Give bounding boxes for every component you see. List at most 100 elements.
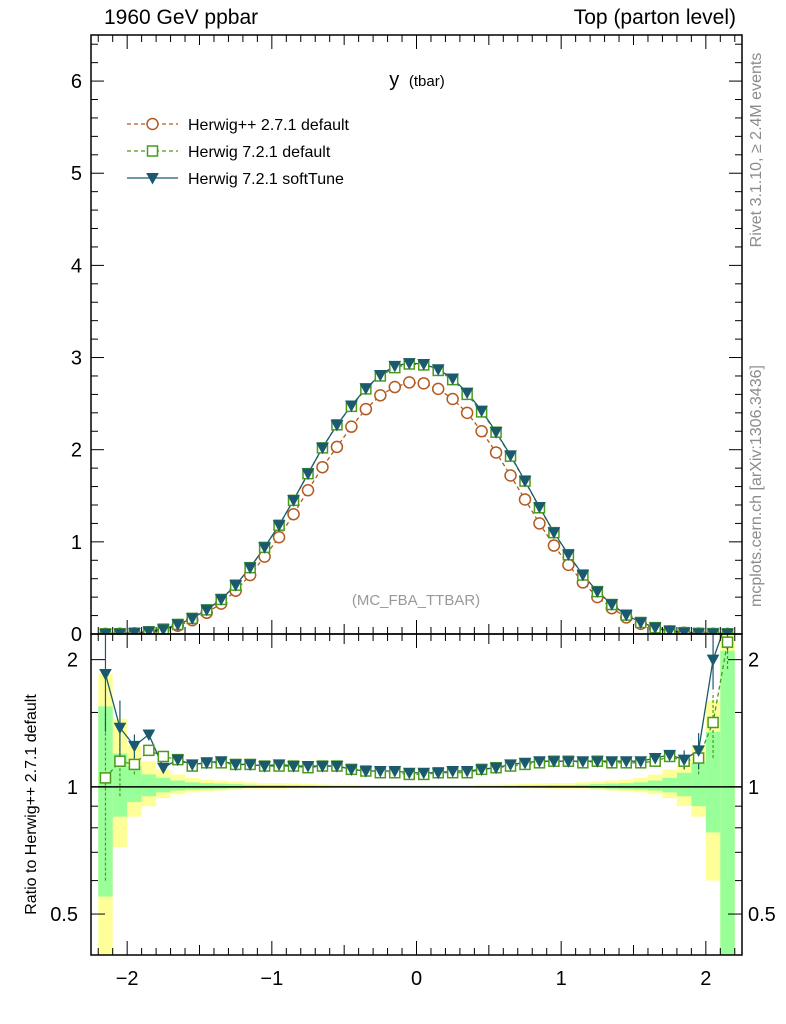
band-green (170, 780, 186, 791)
data-point (287, 495, 300, 507)
x-tick-label: −1 (260, 968, 283, 990)
band-green (676, 772, 692, 797)
ratio-bands (98, 634, 735, 955)
data-point (272, 520, 286, 532)
data-point (229, 580, 243, 592)
legend-marker (146, 117, 159, 131)
ratio-point (663, 749, 677, 762)
ratio-y-axis-label: Ratio to Herwig++ 2.7.1 default (23, 694, 40, 915)
data-point (547, 527, 561, 539)
data-point (533, 517, 546, 530)
legend-marker (146, 173, 159, 185)
ratio-point (504, 759, 517, 771)
ratio-point (707, 716, 719, 729)
band-green (720, 650, 735, 955)
y-tick-label: 3 (71, 348, 82, 370)
data-point (345, 400, 358, 413)
header-right: Top (parton level) (573, 6, 736, 29)
ratio-point (99, 668, 112, 681)
axes: 0 1 2 3 4 5 6 −2 −1 0 1 2 0.5 0.5 1 1 2 2 Ratio to Herwig+… (23, 34, 776, 990)
data-point (663, 625, 677, 634)
legend-marker (146, 145, 159, 157)
data-point (316, 460, 329, 474)
ratio-point (518, 757, 532, 770)
ratio-point (475, 764, 488, 776)
data-point (301, 483, 315, 497)
data-point (359, 402, 373, 416)
ratio-point (562, 756, 575, 768)
ratio-point (114, 755, 126, 767)
ratio-point (258, 761, 271, 773)
ratio-point (345, 764, 358, 776)
y-tick-label: 5 (71, 163, 82, 185)
data-point (547, 539, 561, 552)
ratio-point (157, 750, 170, 763)
data-point (316, 442, 329, 455)
band-green (647, 780, 663, 791)
x-tick-label: 0 (411, 968, 422, 990)
data-point (533, 502, 546, 514)
ratio-point (287, 761, 300, 773)
data-point (417, 358, 431, 371)
ratio-y-tick-label: 2 (67, 650, 78, 672)
ratio-point (388, 766, 402, 778)
ratio-point (446, 766, 460, 778)
ratio-point (272, 759, 286, 771)
data-point (504, 450, 517, 462)
ratio-point (576, 756, 590, 768)
ratio-point (128, 758, 141, 771)
plot-title: y (tbar) (389, 69, 444, 91)
data-point (475, 405, 488, 418)
ratio-point (692, 745, 705, 757)
main-plot: y (tbar) (MC_FBA_TTBAR) (99, 69, 734, 634)
ratio-y-tick-label-right: 0.5 (748, 904, 776, 926)
legend-label: Herwig++ 2.7.1 default (188, 117, 350, 134)
ratio-series (99, 634, 734, 881)
ratio-point (143, 744, 155, 757)
x-tick-label: 2 (700, 968, 711, 990)
y-tick-label: 2 (71, 440, 82, 462)
data-point (446, 373, 460, 386)
legend-label: Herwig 7.2.1 softTune (188, 171, 344, 188)
ratio-point (214, 756, 228, 768)
ratio-point (619, 756, 633, 768)
data-point (388, 380, 402, 394)
ratio-point (330, 761, 344, 773)
ratio-point (113, 722, 127, 735)
data-point (156, 624, 170, 634)
ratio-point (316, 761, 329, 773)
ratio-point (99, 772, 112, 784)
ratio-y-tick-label-right: 1 (748, 777, 759, 799)
ratio-point (533, 756, 546, 768)
ratio-line-0 (104, 642, 729, 779)
data-point (518, 493, 532, 506)
header-left: 1960 GeV ppbar (104, 6, 259, 29)
data-point (402, 358, 416, 370)
data-point (504, 469, 517, 482)
ratio-point (142, 729, 156, 742)
data-point (373, 369, 387, 382)
data-point (417, 377, 430, 390)
data-point (301, 468, 315, 481)
data-point (214, 594, 228, 606)
band-green (691, 762, 706, 807)
data-point (258, 542, 271, 554)
ratio-point (171, 754, 185, 767)
y-tick-label: 6 (71, 71, 82, 93)
data-point (576, 569, 590, 582)
data-point (431, 382, 445, 396)
data-point (489, 446, 503, 459)
data-point (272, 530, 286, 544)
data-point (605, 599, 619, 611)
ratio-y-tick-label-right: 2 (748, 650, 759, 672)
band-green (662, 777, 677, 793)
ratio-point (605, 756, 619, 768)
band-green (98, 706, 113, 897)
data-point (460, 387, 474, 400)
main-series (99, 358, 734, 634)
plot-title-sub: (tbar) (409, 73, 445, 90)
data-point (590, 586, 604, 598)
band-green (127, 766, 142, 803)
ratio-point (301, 761, 315, 773)
